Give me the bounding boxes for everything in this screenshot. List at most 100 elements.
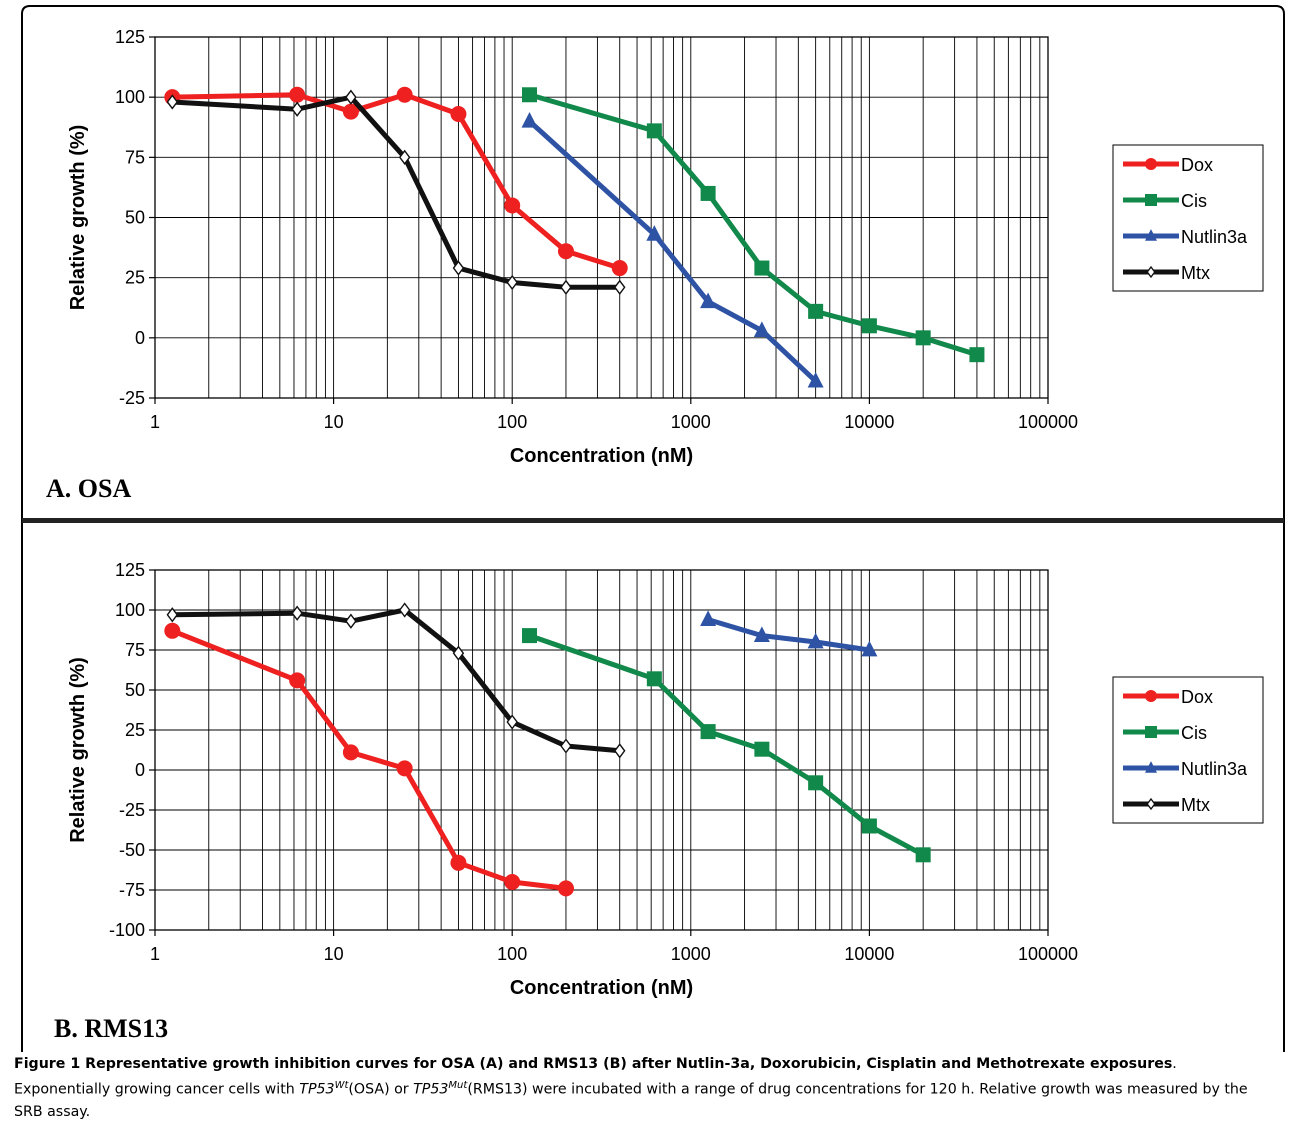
data-point-diamond [452, 645, 465, 661]
data-point-circle [342, 744, 359, 761]
data-point-diamond [291, 605, 303, 621]
data-point-square [754, 260, 770, 276]
data-point-square [754, 741, 770, 757]
y-tick-label: -75 [119, 880, 145, 900]
data-point-circle [396, 760, 413, 777]
y-tick-label: -25 [119, 388, 145, 408]
data-point-diamond [398, 149, 411, 165]
data-point-triangle [646, 225, 663, 241]
data-point-circle [396, 86, 413, 103]
series-mtx [166, 602, 626, 759]
series-dox [164, 86, 628, 277]
data-point-triangle [700, 610, 717, 626]
data-point-triangle [700, 292, 717, 309]
data-point-circle [450, 854, 467, 871]
data-point-square [1145, 194, 1157, 206]
legend-label: Dox [1181, 155, 1213, 175]
x-tick-label: 10 [324, 412, 344, 432]
x-tick-label: 10000 [844, 412, 894, 432]
data-point-diamond [506, 274, 518, 291]
y-tick-label: 125 [115, 560, 145, 580]
y-axis-label: Relative growth (%) [67, 657, 89, 843]
data-point-diamond [345, 89, 357, 105]
legend-entry: Cis [1123, 191, 1207, 211]
legend-box [1112, 676, 1264, 824]
x-tick-label: 100000 [1018, 944, 1078, 964]
data-point-circle [557, 880, 574, 897]
caption-title: Figure 1 Representative growth inhibitio… [14, 1056, 1173, 1072]
data-point-triangle [807, 371, 824, 388]
chart-b: 1 10 100 1000 10000 100000 -100 -75 -50 -25 0 25 50 7… [67, 560, 1264, 999]
data-point-diamond [166, 94, 179, 110]
data-point-triangle [521, 112, 538, 128]
data-point-square [646, 671, 662, 687]
x-axis-label: Concentration (nM) [510, 977, 693, 999]
data-point-circle [450, 106, 467, 123]
series-nutlin3a [700, 610, 878, 657]
data-point-square [700, 724, 716, 740]
data-point-diamond [345, 613, 357, 629]
data-point-square [969, 347, 985, 363]
x-tick-label: 10000 [844, 944, 894, 964]
legend: Dox Cis Nutlin3a Mtx [1112, 676, 1264, 824]
chart-a: 1 10 100 1000 10000 100000 -25 0 25 50 75 100 125 Con… [67, 27, 1264, 467]
y-tick-label: -25 [119, 800, 145, 820]
data-point-square [522, 628, 538, 644]
legend-box [1112, 144, 1264, 292]
data-point-square [522, 87, 538, 103]
data-point-square [700, 185, 716, 201]
data-point-diamond [1146, 797, 1156, 811]
y-tick-label: -100 [109, 920, 145, 940]
caption-body-3: (RMS13) were incubated with a range of d… [14, 1081, 1248, 1120]
series-dox [164, 622, 574, 897]
x-tick-label: 1000 [671, 944, 711, 964]
data-point-triangle [807, 632, 824, 649]
data-point-circle [289, 672, 306, 689]
data-point-triangle [753, 321, 770, 338]
y-tick-label: 25 [125, 720, 145, 740]
data-point-circle [611, 260, 628, 277]
series-line [169, 92, 623, 271]
data-point-diamond [452, 260, 465, 276]
x-tick-label: 10 [324, 944, 344, 964]
data-point-circle [342, 103, 359, 120]
legend-label: Mtx [1181, 263, 1210, 283]
data-point-triangle [1145, 229, 1157, 241]
caption-gene-b: TP53 [413, 1081, 449, 1098]
legend-entry: Mtx [1123, 263, 1210, 283]
y-tick-label: 125 [115, 27, 145, 47]
data-point-square [646, 123, 662, 139]
data-point-square [861, 318, 877, 334]
x-tick-label: 100 [497, 412, 527, 432]
series-cis [522, 628, 931, 863]
panel-label-b: B. RMS13 [54, 1014, 169, 1043]
chart-panel-a: 1 10 100 1000 10000 100000 -25 0 25 50 75 100 125 Con… [0, 0, 1290, 520]
x-tick-label: 100 [497, 944, 527, 964]
series-line [527, 92, 980, 358]
y-axis-label: Relative growth (%) [67, 125, 89, 311]
caption-sup-b: Mut [448, 1080, 468, 1091]
y-tick-label: 25 [125, 268, 145, 288]
legend-entry: Nutlin3a [1123, 759, 1248, 779]
figure-caption: Figure 1 Representative growth inhibitio… [14, 1053, 1276, 1123]
y-tick-label: 75 [125, 147, 145, 167]
legend: Dox Cis Nutlin3a Mtx [1112, 144, 1264, 292]
data-point-diamond [166, 607, 179, 623]
data-point-diamond [506, 714, 518, 730]
data-point-triangle [1145, 761, 1157, 773]
data-point-diamond [613, 743, 626, 759]
y-tick-label: 100 [115, 600, 145, 620]
legend-entry: Dox [1123, 155, 1213, 175]
y-tick-label: 50 [125, 208, 145, 228]
data-point-diamond [613, 279, 626, 295]
data-point-square [808, 303, 824, 319]
data-point-square [1145, 726, 1157, 738]
series-cis [522, 87, 985, 363]
y-tick-label: 75 [125, 640, 145, 660]
y-tick-label: 0 [135, 760, 145, 780]
legend-label: Mtx [1181, 795, 1210, 815]
x-tick-label: 1000 [671, 412, 711, 432]
legend-entry: Cis [1123, 723, 1207, 743]
data-point-diamond [560, 279, 572, 295]
series-nutlin3a [521, 112, 824, 388]
